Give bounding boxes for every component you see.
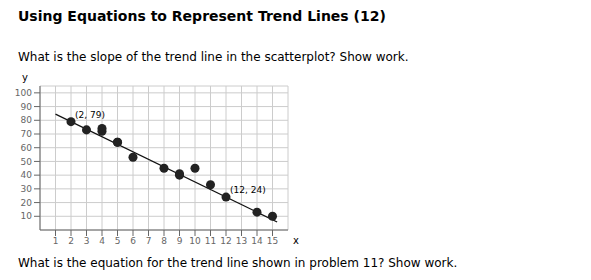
svg-text:y: y: [22, 72, 28, 83]
svg-text:8: 8: [161, 236, 167, 246]
svg-text:100: 100: [15, 88, 32, 98]
svg-text:30: 30: [21, 184, 33, 194]
svg-text:20: 20: [21, 198, 33, 208]
svg-text:10: 10: [189, 236, 201, 246]
html-text:What is the slope of the trend: What is the slope of the trend line in t…: [18, 50, 409, 64]
svg-text:1: 1: [53, 236, 59, 246]
svg-text:10: 10: [21, 211, 33, 221]
svg-text:11: 11: [205, 236, 216, 246]
svg-text:2: 2: [68, 236, 74, 246]
svg-text:12: 12: [220, 236, 231, 246]
svg-text:(12, 24): (12, 24): [230, 185, 266, 195]
svg-text:60: 60: [21, 143, 33, 153]
svg-text:40: 40: [21, 170, 33, 180]
svg-text:80: 80: [21, 115, 33, 125]
svg-text:7: 7: [146, 236, 152, 246]
svg-text:50: 50: [21, 157, 33, 167]
svg-text:15: 15: [267, 236, 278, 246]
svg-text:5: 5: [115, 236, 121, 246]
svg-text:4: 4: [99, 236, 105, 246]
svg-text:x: x: [293, 235, 299, 246]
svg-text:3: 3: [84, 236, 90, 246]
svg-text:13: 13: [236, 236, 247, 246]
svg-text:70: 70: [21, 129, 33, 139]
svg-text:6: 6: [130, 236, 136, 246]
svg-text:14: 14: [251, 236, 263, 246]
html-text:What is the equation for the t: What is the equation for the trend line …: [18, 256, 458, 270]
html-text:Using Equations to Represent T: Using Equations to Represent Trend Lines…: [18, 8, 386, 24]
svg-text:9: 9: [177, 236, 183, 246]
svg-text:(2, 79): (2, 79): [75, 110, 105, 120]
svg-text:90: 90: [21, 102, 33, 112]
